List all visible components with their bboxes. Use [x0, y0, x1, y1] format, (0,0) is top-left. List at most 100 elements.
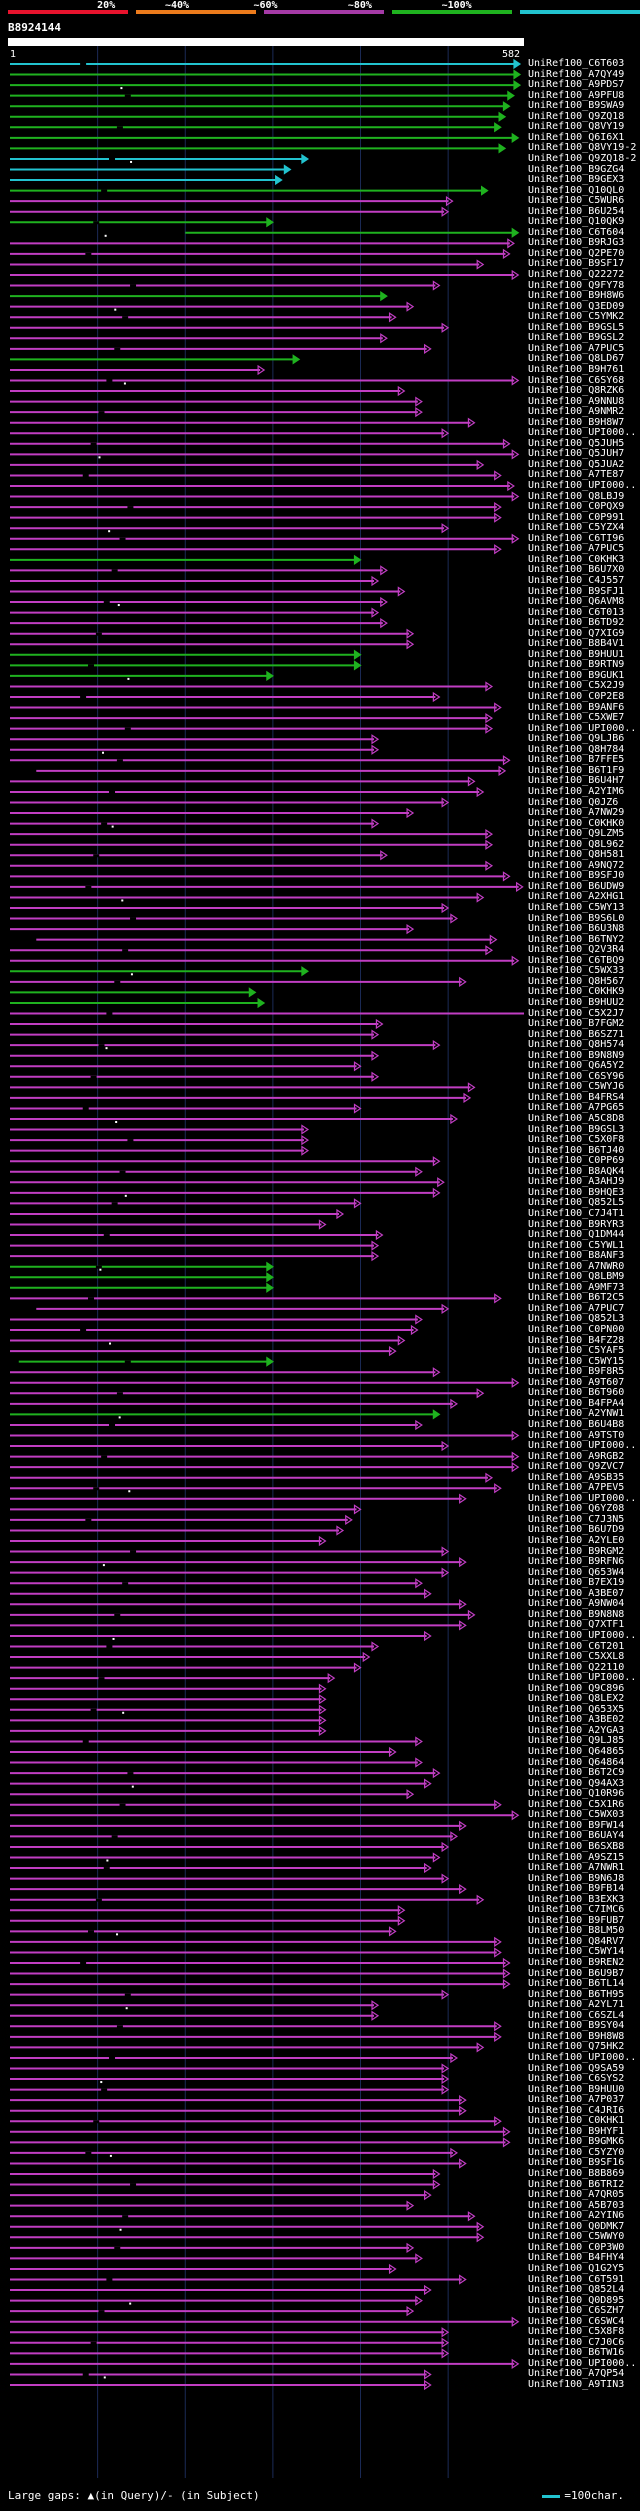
hit-name[interactable]: UniRef100_A3BE02 [528, 1714, 625, 1726]
hit-name[interactable]: UniRef100_A2YGA3 [528, 1724, 625, 1736]
hit-name[interactable]: UniRef100_Q852L4 [528, 2284, 625, 2296]
hit-name[interactable]: UniRef100_B6TJ40 [528, 1144, 625, 1156]
hit-name[interactable]: UniRef100_B9HQE3 [528, 1186, 625, 1198]
hit-name[interactable]: UniRef100_C5X1R6 [528, 1798, 625, 1810]
hit-name[interactable]: UniRef100_B6SXB8 [528, 1840, 625, 1852]
hit-name[interactable]: UniRef100_C5X2J7 [528, 1007, 625, 1019]
hit-name[interactable]: UniRef100_A2YIN6 [528, 2210, 625, 2222]
hit-name[interactable]: UniRef100_B9SF16 [528, 2157, 625, 2169]
hit-name[interactable]: UniRef100_C6T604 [528, 226, 625, 238]
hit-name[interactable]: UniRef100_B9H8W8 [528, 2030, 625, 2042]
hit-name[interactable]: UniRef100_B8B4V1 [528, 638, 625, 650]
hit-name[interactable]: UniRef100_Q84RV7 [528, 1935, 625, 1947]
hit-name[interactable]: UniRef100_C0PQX9 [528, 501, 625, 513]
hit-name[interactable]: UniRef100_B9H761 [528, 363, 625, 375]
hit-name[interactable]: UniRef100_A7NW29 [528, 807, 625, 819]
hit-name[interactable]: UniRef100_Q9ZVC7 [528, 1461, 625, 1473]
hit-name[interactable]: UniRef100_C6SY68 [528, 374, 625, 386]
hit-name[interactable]: UniRef100_C5WUR6 [528, 195, 625, 207]
hit-name[interactable]: UniRef100_A7PG65 [528, 1102, 625, 1114]
hit-name[interactable]: UniRef100_C5YWL1 [528, 1239, 625, 1251]
hit-name[interactable]: UniRef100_Q5JUA2 [528, 458, 625, 470]
hit-name[interactable]: UniRef100_B9N8N9 [528, 1049, 625, 1061]
hit-name[interactable]: UniRef100_B8ANF3 [528, 1250, 625, 1262]
hit-name[interactable]: UniRef100_UPI000... [528, 1492, 636, 1504]
hit-name[interactable]: UniRef100_B8AQK4 [528, 1165, 625, 1177]
hit-name[interactable]: UniRef100_Q852L3 [528, 1313, 625, 1325]
hit-name[interactable]: UniRef100_B4FHY4 [528, 2252, 625, 2264]
hit-name[interactable]: UniRef100_C5WY15 [528, 1355, 625, 1367]
hit-name[interactable]: UniRef100_A9SB35 [528, 1471, 625, 1483]
hit-name[interactable]: UniRef100_B6TRI2 [528, 2178, 625, 2190]
hit-name[interactable]: UniRef100_B9GMK6 [528, 2136, 625, 2148]
hit-name[interactable]: UniRef100_B9HUU0 [528, 2083, 625, 2095]
hit-name[interactable]: UniRef100_Q8LD67 [528, 353, 625, 365]
hit-name[interactable]: UniRef100_Q0JZ6 [528, 796, 619, 808]
hit-name[interactable]: UniRef100_C6TBQ9 [528, 954, 625, 966]
hit-name[interactable]: UniRef100_C5YZX4 [528, 522, 625, 534]
hit-name[interactable]: UniRef100_C4J557 [528, 574, 625, 586]
hit-name[interactable]: UniRef100_B9GSL2 [528, 332, 625, 344]
hit-name[interactable]: UniRef100_C0KHK1 [528, 2115, 625, 2127]
hit-name[interactable]: UniRef100_B9SFJ1 [528, 585, 625, 597]
hit-name[interactable]: UniRef100_C6SY96 [528, 1070, 625, 1082]
hit-name[interactable]: UniRef100_C6T201 [528, 1640, 625, 1652]
hit-name[interactable]: UniRef100_B7FFE5 [528, 754, 625, 766]
hit-name[interactable]: UniRef100_B6SZ71 [528, 1028, 625, 1040]
hit-name[interactable]: UniRef100_B9H8W7 [528, 416, 625, 428]
hit-name[interactable]: UniRef100_Q9ZQ18 [528, 110, 625, 122]
hit-name[interactable]: UniRef100_B9REN2 [528, 1957, 625, 1968]
hit-name[interactable]: UniRef100_C0P3W0 [528, 2241, 625, 2253]
hit-name[interactable]: UniRef100_Q1DM44 [528, 1229, 625, 1241]
hit-name[interactable]: UniRef100_B9GEX3 [528, 174, 625, 186]
hit-name[interactable]: UniRef100_Q75HK2 [528, 2041, 625, 2053]
hit-name[interactable]: UniRef100_B9RGM2 [528, 1545, 625, 1557]
hit-name[interactable]: UniRef100_B3EXK3 [528, 1893, 625, 1905]
hit-name[interactable]: UniRef100_A7NWR0 [528, 1260, 625, 1272]
hit-name[interactable]: UniRef100_B8B869 [528, 2168, 625, 2179]
hit-name[interactable]: UniRef100_C6T603 [528, 58, 625, 69]
hit-name[interactable]: UniRef100_B9N6J8 [528, 1872, 625, 1884]
hit-name[interactable]: UniRef100_Q9LJ85 [528, 1735, 625, 1747]
hit-name[interactable]: UniRef100_B6TW16 [528, 2347, 625, 2359]
hit-name[interactable]: UniRef100_C6SYS2 [528, 2073, 625, 2085]
hit-name[interactable]: UniRef100_B7EX19 [528, 1577, 625, 1589]
hit-name[interactable]: UniRef100_C5XXL8 [528, 1651, 625, 1663]
hit-name[interactable]: UniRef100_B9S6L0 [528, 912, 625, 924]
hit-name[interactable]: UniRef100_A7PUC5 [528, 543, 625, 555]
hit-name[interactable]: UniRef100_A2YL71 [528, 1999, 625, 2011]
hit-name[interactable]: UniRef100_Q9FY78 [528, 279, 625, 291]
hit-name[interactable]: UniRef100_A3BE07 [528, 1587, 625, 1599]
hit-name[interactable]: UniRef100_C7J4T1 [528, 1207, 625, 1219]
hit-name[interactable]: UniRef100_B9GSL5 [528, 321, 625, 333]
hit-name[interactable]: UniRef100_Q8LEX2 [528, 1693, 625, 1705]
hit-name[interactable]: UniRef100_Q653X5 [528, 1703, 625, 1715]
hit-name[interactable]: UniRef100_Q6A5Y2 [528, 1060, 625, 1072]
hit-name[interactable]: UniRef100_UPI000... [528, 480, 636, 491]
hit-name[interactable]: UniRef100_A9NMR2 [528, 406, 625, 418]
hit-name[interactable]: UniRef100_B6U4B8 [528, 1418, 625, 1430]
hit-name[interactable]: UniRef100_Q9SA59 [528, 2062, 625, 2074]
hit-name[interactable]: UniRef100_B6U254 [528, 205, 625, 217]
hit-name[interactable]: UniRef100_B7FGM2 [528, 1018, 625, 1030]
hit-name[interactable]: UniRef100_C0KHK9 [528, 986, 625, 998]
hit-name[interactable]: UniRef100_B9FB14 [528, 1883, 625, 1895]
hit-name[interactable]: UniRef100_C5WX03 [528, 1809, 625, 1821]
hit-name[interactable]: UniRef100_B9GUK1 [528, 669, 625, 681]
hit-name[interactable]: UniRef100_Q8LBJ9 [528, 490, 625, 502]
hit-name[interactable]: UniRef100_UPI000... [528, 722, 636, 734]
hit-name[interactable]: UniRef100_Q10QK9 [528, 216, 625, 228]
hit-name[interactable]: UniRef100_C0P2E8 [528, 691, 625, 702]
hit-name[interactable]: UniRef100_Q6I6X1 [528, 131, 625, 143]
hit-name[interactable]: UniRef100_Q2V3R4 [528, 944, 625, 956]
hit-name[interactable]: UniRef100_Q22272 [528, 269, 625, 280]
hit-name[interactable]: UniRef100_Q64864 [528, 1756, 625, 1768]
hit-name[interactable]: UniRef100_A3AHJ9 [528, 1176, 625, 1188]
hit-name[interactable]: UniRef100_C4JRI6 [528, 2104, 625, 2116]
hit-name[interactable]: UniRef100_B6U9B7 [528, 1967, 625, 1979]
hit-name[interactable]: UniRef100_A9TST0 [528, 1429, 625, 1441]
hit-name[interactable]: UniRef100_Q8H574 [528, 1039, 625, 1051]
hit-name[interactable]: UniRef100_C5YAF5 [528, 1345, 625, 1357]
hit-name[interactable]: UniRef100_Q8H581 [528, 849, 625, 861]
hit-name[interactable]: UniRef100_A7QY49 [528, 68, 625, 80]
